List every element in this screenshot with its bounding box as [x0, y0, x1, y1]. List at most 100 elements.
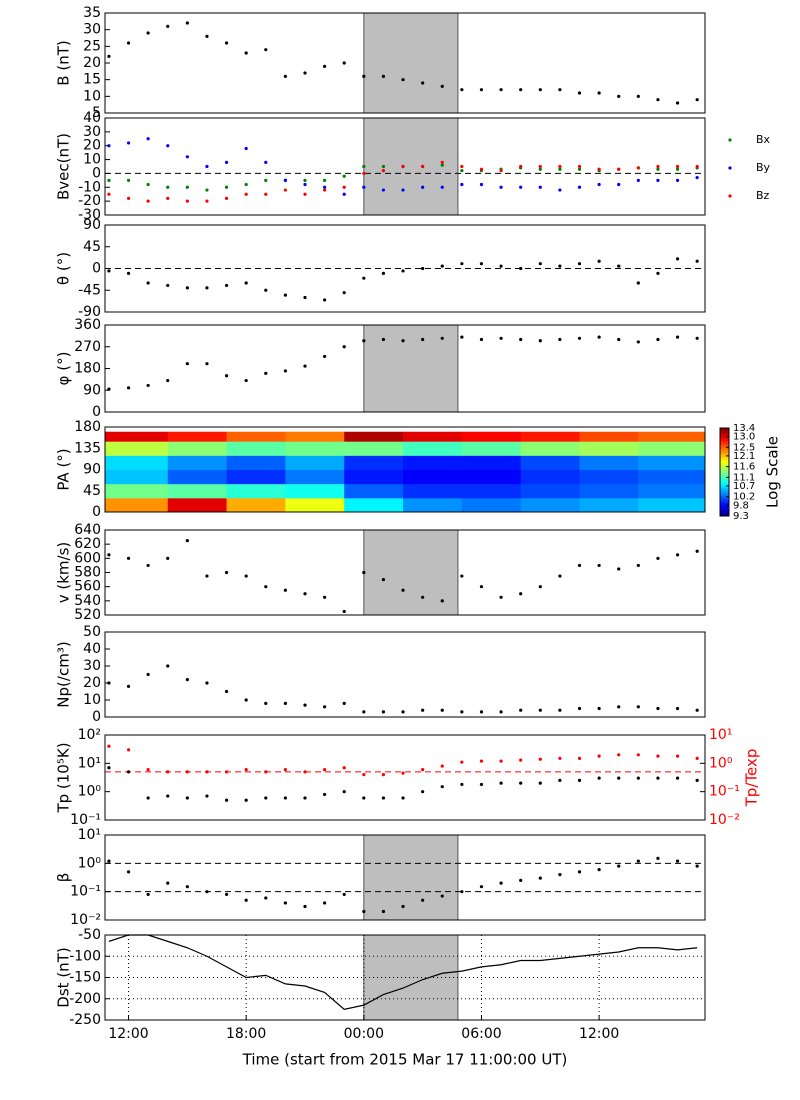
data-point: [675, 101, 680, 105]
data-point: [126, 770, 131, 774]
heatmap-cell: [167, 483, 228, 499]
y-tick-label: 90: [83, 217, 101, 233]
colorbar-segment: [720, 502, 729, 506]
y-axis-label: Dst (nT): [55, 947, 73, 1007]
data-point: [597, 706, 601, 711]
data-point: [283, 188, 287, 192]
data-point: [126, 271, 131, 275]
heatmap-cell: [105, 441, 169, 456]
data-point: [656, 271, 660, 275]
data-point: [107, 178, 111, 182]
data-point: [224, 798, 229, 802]
data-point: [656, 167, 660, 171]
data-point: [303, 703, 307, 707]
data-point: [283, 178, 287, 182]
data-point: [381, 337, 386, 342]
legend-marker: [728, 194, 732, 198]
legend-label: By: [756, 161, 771, 174]
data-point: [126, 41, 131, 45]
data-point: [342, 609, 346, 614]
data-point: [636, 178, 640, 182]
data-point: [656, 856, 660, 860]
shaded-interval: [363, 12, 459, 114]
colorbar-segment: [720, 461, 729, 464]
data-point: [460, 262, 464, 266]
colorbar-segment: [720, 485, 729, 488]
heatmap-cell: [105, 431, 169, 442]
data-point: [519, 592, 523, 596]
data-point: [538, 88, 542, 92]
data-point: [185, 286, 189, 290]
y-tick-label: 0: [92, 709, 101, 725]
data-point: [224, 689, 229, 694]
legend-marker: [728, 166, 732, 170]
data-point: [656, 556, 660, 560]
data-point: [342, 185, 346, 189]
y-tick-label: 580: [74, 565, 101, 581]
data-point: [381, 164, 386, 169]
colorbar-segment: [720, 434, 729, 438]
data-point: [381, 169, 386, 173]
data-point: [479, 167, 484, 171]
data-point: [499, 710, 503, 714]
heatmap-cell: [461, 497, 522, 513]
colorbar-segment: [720, 443, 729, 447]
data-point: [166, 185, 170, 189]
data-point: [381, 710, 386, 714]
data-point: [381, 577, 386, 582]
data-point: [244, 898, 248, 902]
data-point: [166, 881, 170, 885]
colorbar-segment: [720, 436, 729, 440]
y-tick-label: 40: [83, 110, 101, 126]
colorbar-segment: [720, 452, 729, 455]
data-point: [440, 163, 444, 167]
data-point: [244, 192, 248, 196]
data-point: [126, 386, 131, 390]
data-point: [617, 776, 621, 780]
data-point: [695, 98, 699, 102]
data-point: [499, 759, 503, 763]
data-point: [362, 276, 366, 280]
y-tick-label: 0: [92, 165, 101, 181]
data-point: [558, 756, 562, 760]
heatmap-cell: [461, 431, 522, 442]
legend-marker: [728, 138, 732, 142]
data-point: [342, 701, 346, 706]
data-point: [126, 196, 131, 200]
data-point: [401, 269, 405, 273]
y-tick-label: -45: [78, 282, 101, 298]
heatmap-cell: [638, 441, 706, 456]
data-point: [558, 188, 562, 192]
heatmap-cell: [105, 469, 169, 485]
heatmap-cell: [403, 497, 463, 513]
data-point: [499, 595, 503, 599]
colorbar-segment: [720, 496, 729, 499]
data-point: [617, 864, 621, 868]
heatmap-cell: [167, 469, 228, 485]
data-point: [519, 781, 523, 785]
colorbar-label: Log Scale: [764, 436, 782, 508]
data-point: [323, 792, 327, 797]
data-point: [362, 909, 366, 914]
data-point: [146, 892, 150, 897]
data-point: [401, 588, 405, 592]
data-point: [166, 144, 170, 148]
data-point: [107, 269, 111, 273]
data-point: [362, 339, 366, 343]
colorbar-segment: [720, 463, 729, 466]
data-point: [636, 563, 640, 568]
data-point: [166, 378, 170, 383]
data-point: [695, 756, 699, 760]
data-point: [460, 182, 464, 187]
y-tick-label: -200: [69, 991, 101, 1007]
y-tick-label: 270: [74, 339, 101, 355]
colorbar-segment: [720, 439, 729, 442]
data-point: [323, 595, 327, 599]
data-point: [185, 796, 189, 800]
data-point: [224, 196, 229, 200]
heatmap-cell: [579, 431, 639, 442]
y-tick-label: 90: [83, 382, 101, 398]
data-point: [244, 768, 248, 772]
colorbar-segment: [720, 467, 729, 471]
data-point: [421, 790, 425, 794]
